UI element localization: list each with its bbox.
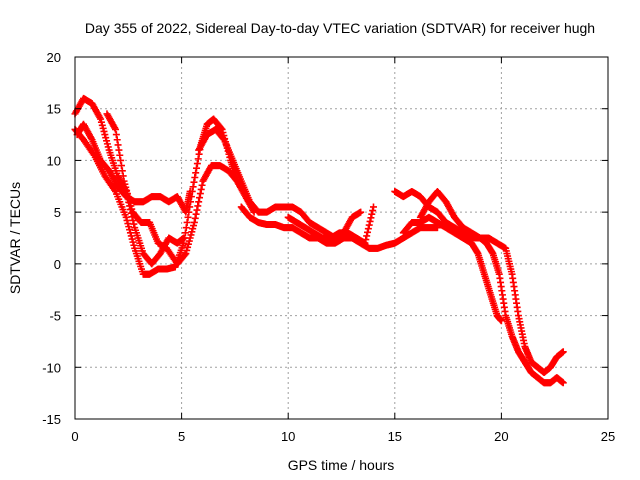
data-point-marker [368, 210, 376, 218]
gridlines [75, 57, 608, 419]
data-point-marker [196, 190, 204, 198]
data-series [71, 94, 567, 387]
data-point-marker [189, 183, 197, 191]
axis-ticks [74, 56, 609, 420]
data-point-marker [369, 203, 377, 211]
y-tick-label: -5 [49, 309, 61, 324]
data-point-marker [192, 210, 200, 218]
data-point-marker [190, 218, 198, 226]
x-tick-label: 10 [281, 429, 295, 444]
plot-frame [74, 56, 609, 420]
series-track-9 [416, 187, 567, 387]
data-point-marker [195, 198, 203, 206]
data-point-marker [186, 187, 194, 195]
data-point-marker [181, 229, 189, 237]
data-point-marker [367, 214, 375, 222]
data-point-marker [180, 234, 188, 242]
data-point-marker [559, 348, 567, 356]
series-track-2 [71, 94, 188, 268]
x-tick-label: 15 [388, 429, 402, 444]
y-axis-label: SDTVAR / TECUs [7, 182, 23, 294]
data-point-marker [357, 208, 365, 216]
data-point-marker [184, 213, 192, 221]
data-point-marker [364, 228, 372, 236]
data-point-marker [363, 232, 371, 240]
data-point-marker [193, 160, 201, 168]
data-point-marker [198, 181, 206, 189]
x-tick-label: 20 [494, 429, 508, 444]
data-point-marker [191, 173, 199, 181]
series-track-6 [237, 203, 441, 252]
y-tick-label: 15 [47, 102, 61, 117]
data-point-marker [197, 185, 205, 193]
series-track-7 [284, 203, 377, 247]
x-tick-label: 0 [71, 429, 78, 444]
data-point-marker [559, 379, 567, 387]
y-tick-label: 10 [47, 153, 61, 168]
y-tick-label: 20 [47, 50, 61, 65]
data-point-marker [196, 194, 204, 202]
data-point-marker [181, 251, 189, 259]
data-point-marker [116, 151, 124, 159]
data-point-marker [497, 317, 505, 325]
data-point-marker [361, 239, 369, 247]
data-point-marker [118, 167, 126, 175]
data-point-marker [112, 125, 120, 133]
data-point-marker [129, 216, 137, 224]
data-point-marker [190, 178, 198, 186]
series-track-4 [73, 120, 194, 216]
data-point-marker [364, 225, 372, 233]
data-point-marker [362, 236, 370, 244]
data-point-marker [113, 136, 121, 144]
data-point-marker [365, 221, 373, 229]
y-tick-label: 0 [54, 257, 61, 272]
x-tick-label: 5 [178, 429, 185, 444]
data-point-marker [192, 169, 200, 177]
data-point-marker [114, 141, 122, 149]
series-track-8 [391, 187, 567, 376]
x-axis-label: GPS time / hours [288, 457, 395, 473]
data-point-marker [115, 146, 123, 154]
data-point-marker [183, 218, 191, 226]
x-tick-label: 25 [601, 429, 615, 444]
data-point-marker [117, 162, 125, 170]
data-point-marker [217, 124, 225, 132]
data-point-marker [182, 224, 190, 232]
data-point-marker [112, 131, 120, 139]
y-tick-label: 5 [54, 205, 61, 220]
data-point-marker [194, 202, 202, 210]
data-point-marker [193, 206, 201, 214]
data-point-marker [366, 217, 374, 225]
y-tick-label: -10 [42, 360, 61, 375]
data-point-marker [194, 155, 202, 163]
data-point-marker [119, 172, 127, 180]
y-tick-label: -15 [42, 412, 61, 427]
data-point-marker [130, 220, 138, 228]
chart-title: Day 355 of 2022, Sidereal Day-to-day VTE… [85, 20, 595, 36]
data-point-marker [117, 156, 125, 164]
tick-labels: 0 5 10 15 20 25 -15 -10 -5 0 5 10 15 20 [42, 50, 615, 444]
data-point-marker [369, 207, 377, 215]
data-point-marker [191, 214, 199, 222]
series-track-10 [399, 213, 505, 325]
data-point-marker [193, 164, 201, 172]
